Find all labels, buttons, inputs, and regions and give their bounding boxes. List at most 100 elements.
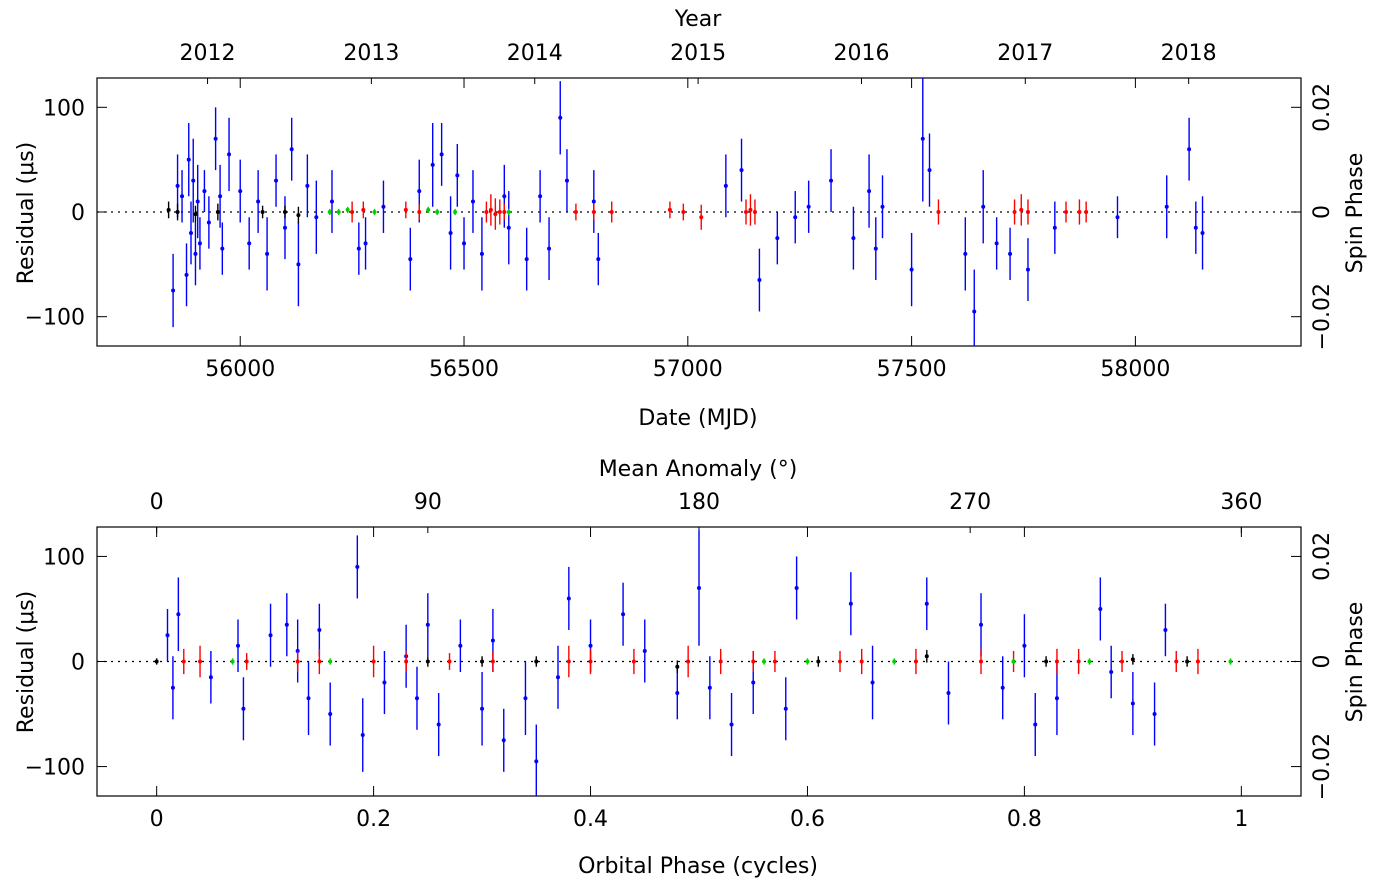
bottom-panel-y-tick-label: 0 bbox=[71, 651, 85, 676]
top-panel-x-tick-label: 58000 bbox=[1100, 357, 1170, 382]
top-panel-data-point bbox=[484, 210, 489, 214]
bottom-panel-x-tick-label: 0.6 bbox=[790, 807, 825, 832]
top-panel-data-point bbox=[206, 220, 211, 225]
bottom-panel-data-point bbox=[794, 585, 799, 590]
top-panel-data-point bbox=[381, 204, 386, 209]
bottom-panel-top-tick-label: 90 bbox=[414, 490, 442, 515]
bottom-panel-data-point bbox=[382, 680, 387, 685]
top-panel-data-point bbox=[329, 199, 334, 204]
bottom-panel-data-point bbox=[686, 659, 691, 664]
top-panel-right-axis-label: Spin Phase bbox=[1343, 153, 1368, 274]
top-panel-y-tick-label: 100 bbox=[43, 96, 85, 121]
bottom-panel-data-point bbox=[154, 659, 159, 664]
bottom-panel-data-point bbox=[1033, 722, 1038, 727]
bottom-panel-data-point bbox=[306, 696, 311, 701]
bottom-panel-right-tick-label: 0 bbox=[1310, 655, 1335, 669]
bottom-panel-data-point bbox=[198, 659, 203, 664]
bottom-panel-x-tick-label: 1 bbox=[1234, 807, 1248, 832]
bottom-panel-data-point bbox=[1054, 696, 1059, 701]
top-panel-data-point bbox=[186, 157, 191, 162]
bottom-panel-data-point bbox=[631, 659, 636, 664]
top-panel-data-point bbox=[274, 178, 279, 183]
bottom-panel-top-tick-label: 0 bbox=[150, 490, 164, 515]
top-panel-data-point bbox=[256, 199, 261, 204]
top-panel-data-point bbox=[218, 194, 223, 199]
bottom-panel-data-point bbox=[1044, 659, 1049, 664]
bottom-panel-data-point bbox=[1152, 712, 1157, 717]
top-panel-data-point bbox=[775, 236, 780, 241]
bottom-panel-data-point bbox=[1011, 659, 1016, 664]
bottom-panel-data-point bbox=[1130, 657, 1135, 662]
top-panel-data-point bbox=[752, 210, 757, 214]
top-panel: Year Date (MJD) Residual (μs) Spin Phase… bbox=[14, 7, 1368, 431]
bottom-panel-data-point bbox=[230, 659, 235, 664]
top-panel-data-point bbox=[265, 251, 270, 256]
top-panel-data-point bbox=[558, 115, 563, 120]
bottom-panel-data-point bbox=[1120, 659, 1125, 664]
bottom-panel-data-point bbox=[1195, 659, 1200, 664]
bottom-panel-data-point bbox=[707, 685, 712, 690]
top-panel-data-point bbox=[296, 213, 301, 218]
top-panel-data-point bbox=[972, 309, 977, 314]
top-panel-data-point bbox=[1164, 204, 1169, 209]
top-panel-data-point bbox=[667, 207, 672, 212]
bottom-panel-data-point bbox=[295, 659, 300, 664]
top-panel-data-point bbox=[356, 246, 361, 251]
bottom-panel-data-point bbox=[534, 759, 539, 764]
top-panel-data-point bbox=[609, 210, 614, 214]
bottom-panel-right-tick-label: 0.02 bbox=[1310, 532, 1335, 581]
top-panel-data-point bbox=[963, 251, 968, 256]
top-panel-data-point bbox=[502, 194, 507, 199]
top-panel-data-point bbox=[920, 136, 925, 141]
bottom-panel-y-tick-label: 100 bbox=[43, 545, 85, 570]
bottom-panel-data-point bbox=[425, 622, 430, 627]
top-panel-x-tick-label: 56000 bbox=[205, 357, 275, 382]
top-panel-data-point bbox=[363, 241, 368, 246]
top-panel-data-point bbox=[455, 173, 460, 178]
bottom-panel-data-point bbox=[170, 685, 175, 690]
top-panel-top-tick-label: 2015 bbox=[670, 41, 726, 66]
top-panel-top-tick-label: 2018 bbox=[1161, 41, 1217, 66]
bottom-panel-data-point bbox=[892, 659, 897, 664]
top-panel-top-tick-label: 2014 bbox=[507, 41, 563, 66]
top-panel-data-point bbox=[417, 189, 422, 194]
top-panel-data-point bbox=[453, 210, 458, 214]
top-panel-right-tick-label: 0 bbox=[1310, 205, 1335, 219]
top-panel-data-point bbox=[435, 210, 440, 214]
bottom-panel-data-point bbox=[848, 601, 853, 606]
bottom-panel-data-point bbox=[425, 659, 430, 664]
bottom-panel-data-point bbox=[859, 659, 864, 664]
bottom-panel-data-point bbox=[490, 638, 495, 643]
bottom-panel-data-point bbox=[718, 659, 723, 664]
top-panel-data-point bbox=[1115, 215, 1120, 220]
top-panel-data-point bbox=[829, 178, 834, 183]
bottom-panel-data-point bbox=[317, 627, 322, 632]
top-panel-data-point bbox=[873, 246, 878, 251]
bottom-panel-data-point bbox=[870, 680, 875, 685]
bottom-panel-data-point bbox=[1109, 670, 1114, 675]
bottom-panel-data-point bbox=[1130, 701, 1135, 706]
bottom-panel-data-point bbox=[236, 643, 241, 648]
top-panel-data-point bbox=[493, 212, 498, 217]
bottom-panel-data-point bbox=[783, 706, 788, 711]
top-panel-right-tick-label: −0.02 bbox=[1310, 283, 1335, 350]
top-panel-data-point bbox=[197, 241, 202, 246]
bottom-panel-data-point bbox=[414, 696, 419, 701]
bottom-panel-x-tick-label: 0.8 bbox=[1007, 807, 1042, 832]
top-panel-data-point bbox=[739, 168, 744, 173]
top-panel-data-point bbox=[350, 210, 355, 214]
top-panel-data-point bbox=[1025, 267, 1030, 272]
bottom-panel-top-axis-label: Mean Anomaly (°) bbox=[599, 457, 798, 482]
bottom-panel-data-point bbox=[447, 659, 452, 664]
bottom-panel-data-point bbox=[1098, 606, 1103, 611]
top-panel-data-point bbox=[927, 168, 932, 173]
top-panel-data-point bbox=[305, 183, 310, 188]
top-panel-data-point bbox=[439, 152, 444, 157]
top-panel-data-point bbox=[488, 207, 493, 212]
bottom-panel-points bbox=[154, 530, 1233, 796]
top-panel-y-axis-label: Residual (μs) bbox=[14, 142, 39, 285]
top-panel-data-point bbox=[462, 241, 467, 246]
bottom-panel-data-point bbox=[523, 696, 528, 701]
top-panel-data-point bbox=[1084, 210, 1089, 214]
top-panel-data-point bbox=[282, 210, 287, 214]
